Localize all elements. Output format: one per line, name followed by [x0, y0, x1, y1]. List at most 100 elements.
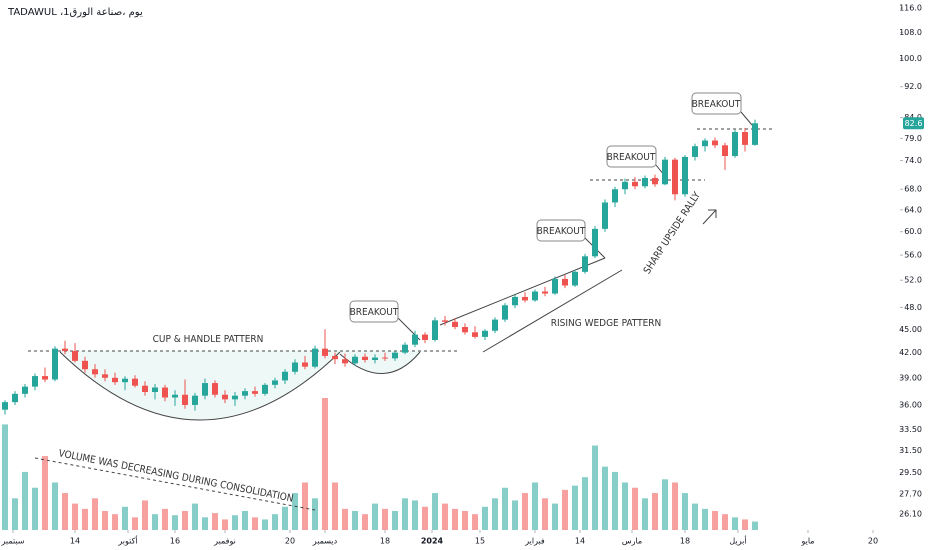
candle-body — [722, 145, 728, 157]
volume-bar — [472, 514, 478, 530]
volume-bar — [32, 487, 38, 530]
volume-bar — [592, 445, 598, 530]
volume-bar — [612, 471, 618, 530]
callout: BREAKOUT — [536, 219, 586, 242]
x-tick-label: سبتمبر — [1, 537, 25, 546]
candle-body — [672, 159, 678, 195]
volume-bar — [572, 485, 578, 530]
volume-bar — [622, 482, 628, 530]
volume-bar — [502, 487, 508, 530]
candle-body — [42, 376, 48, 380]
candle-body — [142, 385, 148, 393]
candle-body — [272, 380, 278, 385]
y-tick-label: 92.0 — [904, 82, 922, 91]
x-tick-label: 15 — [475, 537, 485, 546]
volume-bar — [602, 466, 608, 530]
candle-body — [612, 189, 618, 203]
volume-bar — [432, 493, 438, 530]
candle-body — [242, 391, 248, 396]
y-tick-label: 29.50 — [899, 468, 922, 477]
candle-body — [572, 271, 578, 286]
volume-layer — [2, 398, 758, 530]
x-tick-label: ديسمبر — [312, 537, 338, 546]
price-axis-bg — [900, 0, 932, 550]
chart-title: TADAWUL ،1يوم ،صناعة الورق — [7, 7, 143, 18]
volume-bar — [312, 498, 318, 530]
volume-bar — [302, 482, 308, 530]
candle-body — [662, 159, 668, 185]
candle-body — [652, 177, 658, 185]
x-tick-label: نوفمبر — [213, 537, 236, 546]
candle-body — [492, 319, 498, 331]
volume-bar — [422, 506, 428, 530]
candle-body — [512, 296, 518, 306]
x-tick-label: 20 — [285, 537, 295, 546]
candle-body — [432, 320, 438, 340]
volume-bar — [562, 489, 568, 530]
candle-body — [442, 320, 448, 322]
y-tick-label: 45.00 — [899, 325, 922, 334]
candle-body — [192, 395, 198, 405]
volume-bar — [142, 500, 148, 530]
volume-bar — [652, 493, 658, 530]
candle-body — [252, 391, 258, 394]
volume-bar — [132, 517, 138, 530]
candle-body — [32, 376, 38, 387]
callout-box — [606, 145, 657, 168]
volume-bar — [242, 510, 248, 530]
candle-body — [502, 305, 508, 320]
candle-body — [682, 156, 688, 195]
volume-bar — [482, 506, 488, 530]
volume-bar — [212, 513, 218, 530]
candle-body — [82, 360, 88, 370]
volume-bar — [732, 517, 738, 530]
annotation: BREAKOUT — [537, 226, 586, 237]
x-tick-label: أبريل — [729, 536, 746, 546]
y-tick-label: 116.0 — [899, 4, 922, 13]
candle-body — [372, 357, 378, 361]
candle-body — [202, 383, 208, 396]
candle-body — [292, 362, 298, 372]
volume-bar — [122, 506, 128, 530]
candle-body — [112, 377, 118, 383]
volume-bar — [672, 482, 678, 530]
volume-bar — [82, 508, 88, 530]
candle-body — [392, 352, 398, 359]
annotation: CUP & HANDLE PATTERN — [153, 334, 264, 345]
volume-bar — [52, 482, 58, 530]
last-price-box — [903, 117, 924, 130]
candle-body — [532, 291, 538, 301]
volume-bar — [442, 503, 448, 530]
cup-curve — [59, 351, 341, 421]
volume-bar — [272, 514, 278, 530]
candle-body — [322, 348, 328, 356]
volume-bar — [382, 508, 388, 530]
volume-bar — [712, 510, 718, 530]
x-tick-label: 14 — [70, 537, 80, 546]
volume-bar — [22, 471, 28, 530]
candle-body — [22, 386, 28, 394]
volume-bar — [232, 515, 238, 530]
candle-body — [232, 395, 238, 400]
volume-bar — [462, 510, 468, 530]
volume-bar — [702, 508, 708, 530]
candle-body — [382, 357, 388, 359]
candle-body — [92, 369, 98, 375]
candle-body — [132, 378, 138, 386]
candle-body — [182, 394, 188, 405]
x-tick-label: 16 — [170, 537, 180, 546]
y-tick-label: 27.70 — [899, 489, 922, 498]
candle-body — [482, 330, 488, 337]
callout-box — [349, 300, 399, 323]
y-tick-label: 74.0 — [904, 156, 922, 165]
time-axis-bg — [0, 530, 900, 550]
y-tick-label: 100.0 — [899, 54, 922, 63]
candle-body — [622, 181, 628, 190]
volume-bar — [172, 515, 178, 530]
y-tick-label: 52.0 — [904, 276, 922, 285]
x-tick-label: أكتوبر — [117, 536, 137, 546]
handle-curve — [339, 351, 421, 374]
